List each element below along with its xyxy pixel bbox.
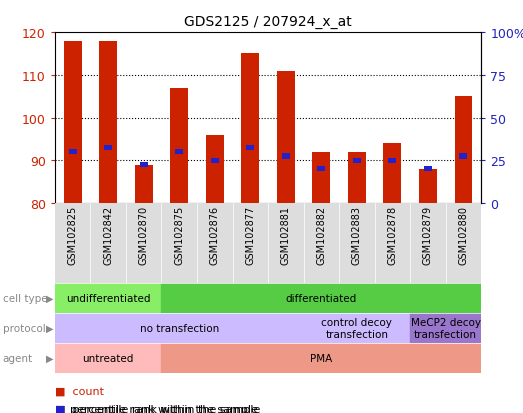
Text: GSM102881: GSM102881 [281, 205, 291, 264]
Bar [389, 158, 396, 164]
Bar [135, 165, 153, 204]
Text: ■: ■ [55, 404, 65, 413]
Bar [170, 88, 188, 204]
Bar [446, 204, 481, 283]
Bar [410, 313, 481, 343]
Bar [90, 204, 126, 283]
Text: untreated: untreated [83, 353, 134, 363]
Text: GSM102870: GSM102870 [139, 205, 149, 264]
Bar [339, 204, 374, 283]
Bar [140, 163, 147, 168]
Bar [69, 150, 76, 155]
Bar [162, 343, 481, 373]
Bar [206, 135, 224, 204]
Text: GSM102876: GSM102876 [210, 205, 220, 264]
Bar [55, 283, 162, 313]
Bar [162, 204, 197, 283]
Text: protocol: protocol [3, 323, 46, 333]
Text: GSM102883: GSM102883 [352, 205, 362, 264]
Text: GSM102878: GSM102878 [388, 205, 397, 264]
Text: PMA: PMA [310, 353, 333, 363]
Bar [246, 145, 254, 151]
Bar [55, 204, 90, 283]
Bar [233, 204, 268, 283]
Text: GSM102875: GSM102875 [174, 205, 184, 264]
Text: ■  percentile rank within the sample: ■ percentile rank within the sample [55, 404, 260, 413]
Title: GDS2125 / 207924_x_at: GDS2125 / 207924_x_at [184, 15, 352, 29]
Text: MeCP2 decoy
transfection: MeCP2 decoy transfection [411, 318, 481, 339]
Bar [242, 55, 259, 204]
Bar [55, 343, 162, 373]
Text: percentile rank within the sample: percentile rank within the sample [70, 404, 257, 413]
Bar [268, 204, 303, 283]
Bar [460, 154, 468, 159]
Bar [104, 145, 112, 151]
Text: GSM102877: GSM102877 [245, 205, 255, 264]
Bar [383, 144, 401, 204]
Text: ▶: ▶ [46, 323, 53, 333]
Text: no transfection: no transfection [140, 323, 219, 333]
Text: control decoy
transfection: control decoy transfection [322, 318, 392, 339]
Text: GSM102842: GSM102842 [103, 205, 113, 264]
Text: agent: agent [3, 353, 33, 363]
Text: GSM102879: GSM102879 [423, 205, 433, 264]
Bar [303, 204, 339, 283]
Bar [454, 97, 472, 204]
Text: GSM102825: GSM102825 [67, 205, 78, 264]
Bar [162, 283, 481, 313]
Bar [197, 204, 233, 283]
Text: ▶: ▶ [46, 353, 53, 363]
Bar [277, 71, 294, 204]
Text: GSM102882: GSM102882 [316, 205, 326, 264]
Bar [64, 42, 82, 204]
Text: ▶: ▶ [46, 293, 53, 303]
Bar [424, 167, 432, 172]
Bar [419, 169, 437, 204]
Bar [211, 158, 219, 164]
Bar [303, 313, 410, 343]
Bar [99, 42, 117, 204]
Bar [126, 204, 162, 283]
Text: GSM102880: GSM102880 [458, 205, 469, 264]
Bar [374, 204, 410, 283]
Bar [312, 152, 330, 204]
Bar [353, 158, 361, 164]
Bar [55, 313, 303, 343]
Bar [348, 152, 366, 204]
Text: differentiated: differentiated [286, 293, 357, 303]
Bar [410, 204, 446, 283]
Bar [175, 150, 183, 155]
Bar [317, 167, 325, 172]
Text: undifferentiated: undifferentiated [66, 293, 151, 303]
Text: cell type: cell type [3, 293, 47, 303]
Text: ■  count: ■ count [55, 386, 104, 396]
Bar [282, 154, 290, 159]
